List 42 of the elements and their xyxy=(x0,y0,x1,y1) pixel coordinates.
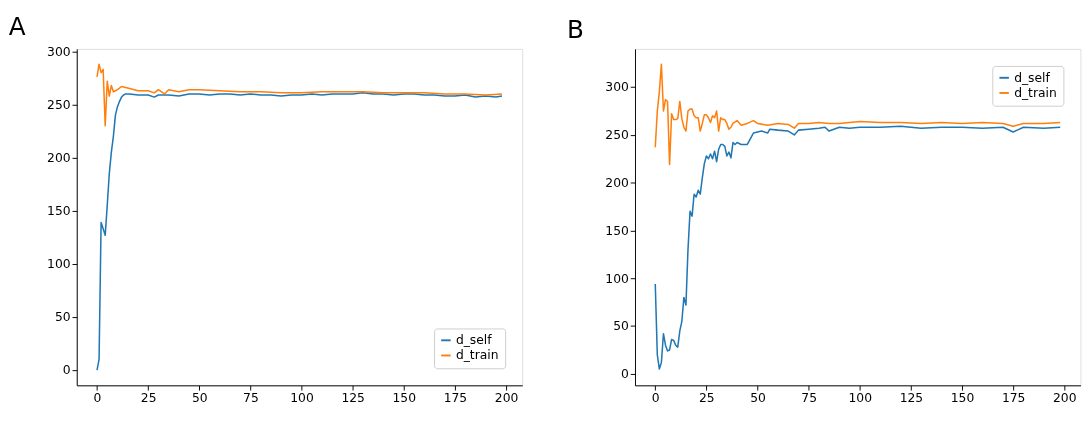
line-series xyxy=(654,125,1061,370)
y-tick-label: 300 xyxy=(47,44,71,59)
chart-title: B xyxy=(566,15,584,45)
x-tick-label: 75 xyxy=(243,390,259,405)
x-tick-label: 100 xyxy=(848,390,873,405)
x-tick-label: 25 xyxy=(140,390,157,405)
legend-label: d_train xyxy=(455,348,499,363)
legend-label: d_train xyxy=(1014,85,1057,100)
y-tick-label: 50 xyxy=(613,319,630,334)
line-series xyxy=(654,63,1061,166)
y-tick-label: 100 xyxy=(47,257,71,272)
x-tick-label: 50 xyxy=(191,390,208,405)
x-tick-label: 125 xyxy=(899,390,924,405)
x-tick-label: 200 xyxy=(1053,390,1077,405)
x-tick-label: 100 xyxy=(290,390,314,405)
x-tick-label: 175 xyxy=(1001,390,1026,405)
x-tick-label: 25 xyxy=(699,390,715,405)
x-tick-label: 150 xyxy=(950,390,975,405)
x-tick-label: 75 xyxy=(801,390,817,405)
x-tick-label: 0 xyxy=(93,390,102,405)
y-tick-label: 150 xyxy=(47,204,71,218)
x-tick-label: 150 xyxy=(392,390,417,405)
y-tick-label: 150 xyxy=(605,223,629,238)
y-tick-label: 50 xyxy=(54,310,71,325)
x-tick-label: 50 xyxy=(750,390,766,405)
x-tick-label: 125 xyxy=(341,390,365,405)
line-series xyxy=(96,92,503,371)
x-tick-label: 175 xyxy=(443,390,468,405)
y-tick-label: 200 xyxy=(47,150,71,165)
legend-label: d_self xyxy=(1014,70,1051,85)
chart-title: A xyxy=(8,12,26,42)
x-tick-label: 200 xyxy=(494,390,519,405)
y-tick-label: 0 xyxy=(62,363,71,378)
y-tick-label: 250 xyxy=(605,128,629,143)
y-tick-label: 200 xyxy=(605,175,629,190)
y-tick-label: 300 xyxy=(605,80,629,95)
legend-label: d_self xyxy=(455,333,493,348)
y-tick-label: 250 xyxy=(47,97,71,112)
y-tick-label: 100 xyxy=(605,271,629,286)
x-tick-label: 0 xyxy=(651,390,660,405)
line-series xyxy=(96,63,503,127)
y-tick-label: 0 xyxy=(621,367,630,382)
